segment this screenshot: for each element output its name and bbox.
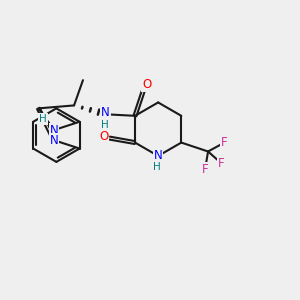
Text: O: O <box>99 130 108 143</box>
Text: N: N <box>50 124 58 136</box>
Text: H: H <box>101 120 109 130</box>
Text: N: N <box>101 106 110 119</box>
Text: H: H <box>39 114 47 124</box>
Text: F: F <box>202 163 208 176</box>
Text: O: O <box>142 78 152 91</box>
Text: F: F <box>218 157 225 170</box>
Text: N: N <box>50 134 58 147</box>
Text: H: H <box>153 162 160 172</box>
Text: N: N <box>154 149 163 162</box>
Text: F: F <box>221 136 228 149</box>
